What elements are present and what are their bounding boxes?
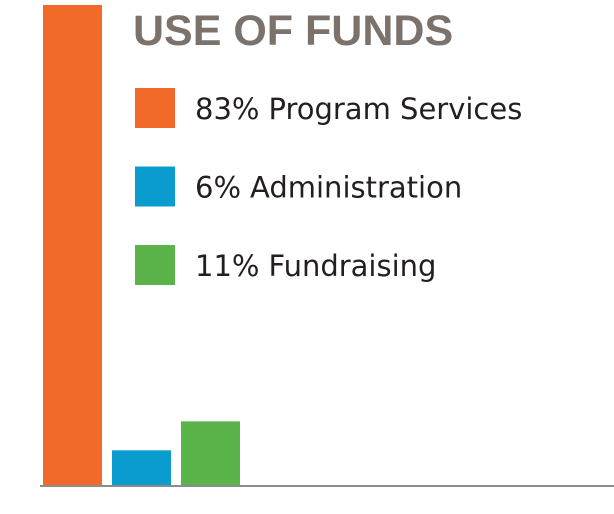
chart-title: USE OF FUNDS bbox=[133, 7, 453, 55]
legend-label: Program Services bbox=[268, 92, 522, 126]
bar bbox=[112, 450, 171, 485]
legend-entry: 11% Fundraising bbox=[195, 249, 436, 283]
legend-label: Fundraising bbox=[268, 249, 436, 283]
legend-swatch bbox=[135, 245, 175, 285]
bar bbox=[181, 421, 240, 485]
bar bbox=[43, 5, 102, 485]
legend-entry: 83% Program Services bbox=[195, 92, 522, 126]
legend-value: 6% bbox=[195, 171, 241, 205]
legend-swatch bbox=[135, 166, 175, 207]
legend-label: Administration bbox=[250, 171, 462, 205]
legend-value: 83% bbox=[195, 92, 259, 126]
legend-entry: 6% Administration bbox=[195, 171, 462, 205]
legend-value: 11% bbox=[195, 249, 259, 283]
legend-swatch bbox=[135, 88, 175, 128]
